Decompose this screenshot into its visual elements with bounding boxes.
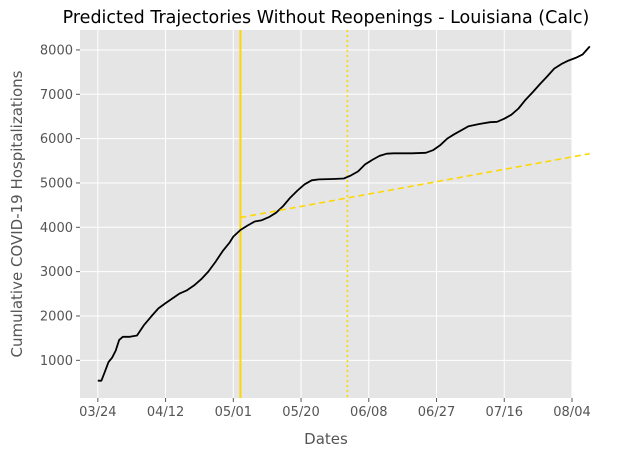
x-tick-label: 06/27 — [418, 405, 455, 420]
x-axis-ticks: 03/24 04/12 05/01 05/20 06/08 06/27 07/16 08/04 — [79, 398, 591, 420]
y-tick-label: 8000 — [40, 43, 73, 58]
x-tick-label: 05/20 — [282, 405, 319, 420]
x-tick-label: 03/24 — [79, 405, 116, 420]
x-tick-label: 05/01 — [215, 405, 252, 420]
x-tick-label: 06/08 — [350, 405, 387, 420]
x-tick-label: 08/04 — [553, 405, 590, 420]
y-tick-label: 5000 — [40, 176, 73, 191]
reopening-markers — [239, 30, 349, 398]
x-tick-label: 04/12 — [147, 405, 184, 420]
y-tick-label: 4000 — [40, 221, 73, 236]
y-axis-label: Cumulative COVID-19 Hospitalizations — [8, 70, 26, 357]
x-axis-label: Dates — [304, 430, 348, 448]
y-axis-ticks: 1000 2000 3000 4000 5000 6000 7000 8000 — [40, 43, 80, 369]
chart-title: Predicted Trajectories Without Reopening… — [63, 8, 590, 28]
actual-series-line — [97, 45, 591, 382]
y-tick-label: 3000 — [40, 265, 73, 280]
y-tick-label: 7000 — [40, 88, 73, 103]
y-tick-label: 2000 — [40, 309, 73, 324]
grid — [80, 30, 573, 398]
series-lines — [97, 45, 591, 382]
predicted-series-line — [240, 152, 590, 219]
plot-area — [80, 30, 572, 398]
x-tick-label: 07/16 — [486, 405, 523, 420]
y-tick-label: 6000 — [40, 132, 73, 147]
y-tick-label: 1000 — [40, 354, 73, 369]
